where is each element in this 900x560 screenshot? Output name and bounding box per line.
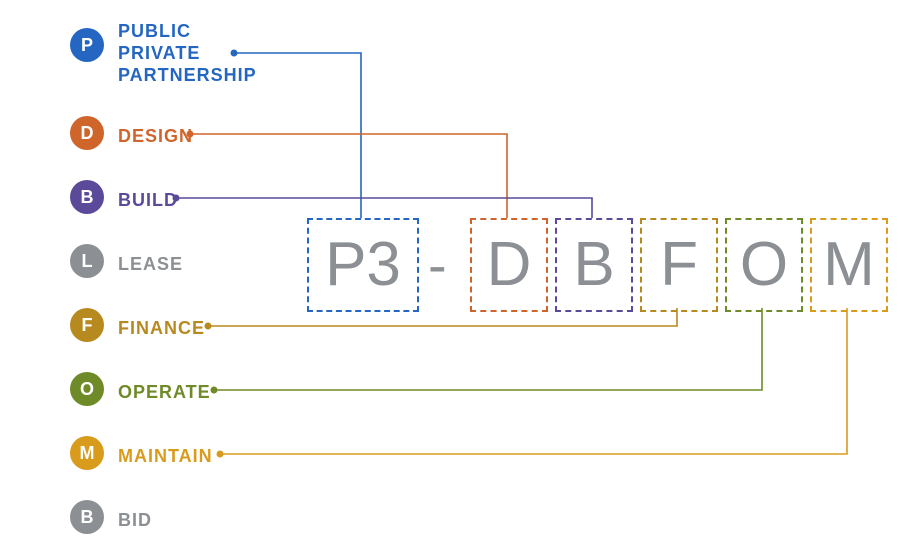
legend-label-l: LEASE — [118, 253, 183, 275]
legend-badge-letter: P — [81, 35, 93, 55]
abbr-box-b: B — [555, 218, 633, 312]
abbr-letter: P3 — [325, 230, 401, 299]
legend-badge-l: L — [70, 244, 104, 278]
abbr-box-d: D — [470, 218, 548, 312]
legend-badge-p: P — [70, 28, 104, 62]
connector-dot-o — [211, 387, 218, 394]
legend-label-d: DESIGN — [118, 125, 193, 147]
legend-badge-b: B — [70, 180, 104, 214]
connector-dot-m — [217, 451, 224, 458]
connector-dot-f — [205, 323, 212, 330]
abbr-box-f: F — [640, 218, 718, 312]
legend-badge-letter: F — [82, 315, 93, 335]
abbr-letter: O — [740, 230, 788, 299]
legend-label-o: OPERATE — [118, 381, 211, 403]
connector-b — [176, 198, 592, 218]
legend-badge-m: M — [70, 436, 104, 470]
connector-o — [214, 308, 762, 390]
legend-badge-letter: B — [81, 187, 94, 207]
legend-badge-f: F — [70, 308, 104, 342]
abbr-letter: D — [487, 230, 532, 299]
legend-badge-d: D — [70, 116, 104, 150]
separator-dash: - — [428, 232, 447, 297]
abbr-letter: M — [823, 230, 875, 299]
legend-badge-letter: D — [81, 123, 94, 143]
abbr-box-p3: P3 — [307, 218, 419, 312]
legend-badge-letter: O — [80, 379, 94, 399]
abbr-box-m: M — [810, 218, 888, 312]
connector-m — [220, 308, 847, 454]
legend-label-m: MAINTAIN — [118, 445, 213, 467]
legend-label-f: FINANCE — [118, 317, 205, 339]
legend-badge-bid: B — [70, 500, 104, 534]
legend-label-b: BUILD — [118, 189, 178, 211]
abbr-letter: B — [573, 230, 614, 299]
legend-badge-o: O — [70, 372, 104, 406]
diagram-canvas: P PUBLIC PRIVATE PARTNERSHIP D DESIGN B BUILD… — [0, 0, 900, 560]
connector-d — [190, 134, 507, 218]
abbr-box-o: O — [725, 218, 803, 312]
legend-label-p: PUBLIC PRIVATE PARTNERSHIP — [118, 20, 257, 86]
legend-badge-letter: L — [82, 251, 93, 271]
abbr-letter: F — [660, 230, 698, 299]
legend-label-bid: BID — [118, 509, 152, 531]
legend-badge-letter: M — [80, 443, 95, 463]
legend-badge-letter: B — [81, 507, 94, 527]
